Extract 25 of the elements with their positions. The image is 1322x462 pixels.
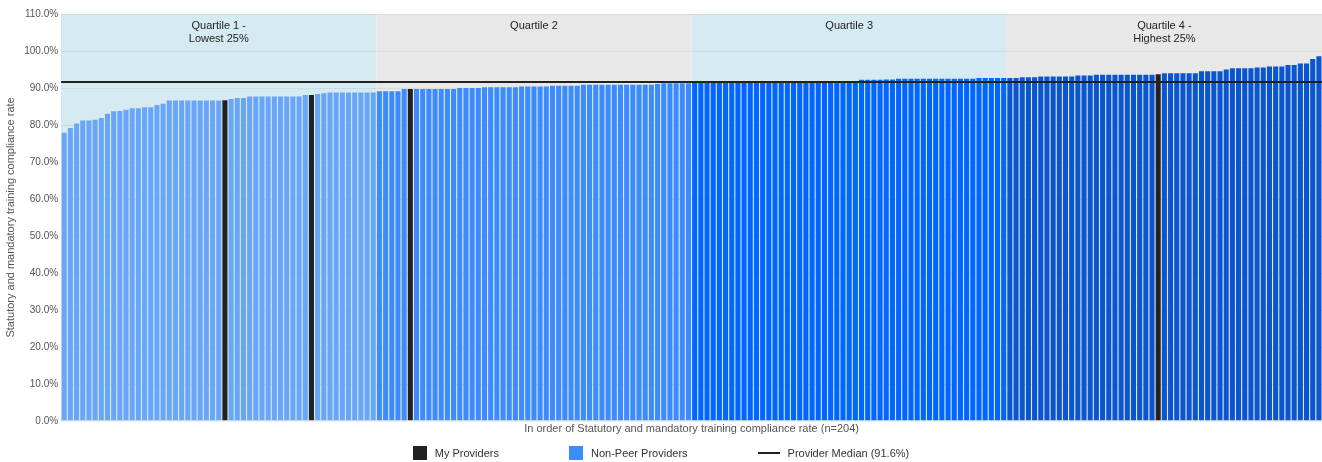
annotation: Quartile 1 - Lowest 25%	[188, 18, 249, 44]
bar	[407, 89, 413, 421]
y-tick-label: 40.0%	[29, 266, 59, 278]
bar	[1007, 77, 1013, 421]
y-tick-label: 0.0%	[35, 414, 59, 426]
y-axis-title: Statutory and mandatory training compliance rate	[3, 97, 16, 338]
annotation: Quartile 3	[825, 18, 874, 31]
y-tick-label: 30.0%	[29, 303, 59, 315]
y-tick-label: 70.0%	[29, 155, 59, 167]
legend-label: Provider Median (91.6%)	[787, 447, 910, 459]
y-tick-label: 90.0%	[29, 81, 59, 93]
y-tick-label: 50.0%	[29, 229, 59, 241]
legend-label: My Providers	[434, 447, 499, 459]
y-tick-label: 60.0%	[29, 192, 59, 204]
bar	[308, 94, 314, 421]
y-tick-label: 80.0%	[29, 118, 59, 130]
x-axis-title: In order of Statutory and mandatory training compliance rate (n=204)	[524, 422, 859, 435]
annotation: Quartile 4 - Highest 25%	[1133, 18, 1196, 44]
y-tick-label: 110.0%	[24, 7, 59, 19]
text: Non-Peer Providers	[590, 447, 688, 459]
annotation: Quartile 2	[510, 18, 558, 31]
y-tick-label: 20.0%	[29, 340, 59, 352]
y-tick-label: 10.0%	[29, 377, 59, 389]
bar	[222, 100, 228, 421]
y-tick-label: 100.0%	[24, 44, 59, 56]
